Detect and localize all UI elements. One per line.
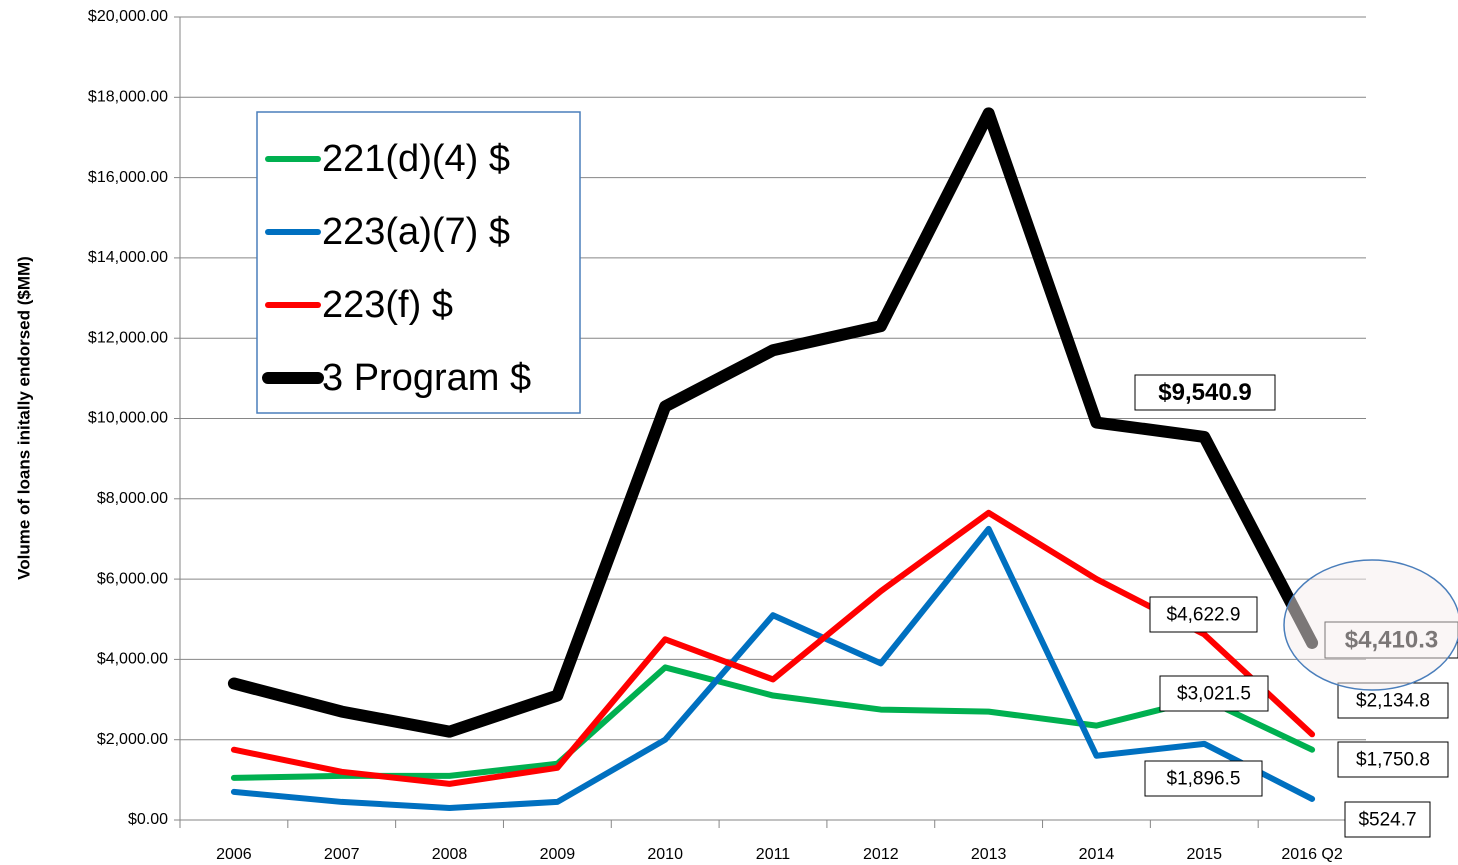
- y-tick-label: $12,000.00: [88, 329, 168, 346]
- data-label: $3,021.5: [1177, 684, 1251, 705]
- data-label-box: [1144, 760, 1263, 797]
- x-tick-label: 2014: [1079, 846, 1115, 863]
- y-tick-label: $6,000.00: [97, 570, 168, 587]
- y-tick-label: $20,000.00: [88, 8, 168, 25]
- legend-label: 223(f) $: [322, 284, 453, 326]
- x-tick-label: 2009: [540, 846, 576, 863]
- x-tick-label: 2013: [971, 846, 1007, 863]
- legend-box: [256, 111, 581, 414]
- x-tick-label: 2016 Q2: [1281, 846, 1342, 863]
- data-label: $4,622.9: [1167, 605, 1241, 626]
- legend-label: 221(d)(4) $: [322, 138, 510, 180]
- y-tick-label: $4,000.00: [97, 651, 168, 668]
- series-line: [230, 525, 1316, 811]
- x-tick-label: 2010: [647, 846, 683, 863]
- data-label-box: [1337, 741, 1449, 778]
- x-tick-label: 2011: [756, 846, 791, 863]
- data-label-box: [1159, 675, 1269, 712]
- series-line: [230, 664, 1316, 781]
- x-tick-label: 2007: [324, 846, 360, 863]
- data-label-box: [1149, 596, 1258, 633]
- legend-label: 3 Program $: [322, 357, 531, 399]
- y-tick-label: $10,000.00: [88, 410, 168, 427]
- legend-label: 223(a)(7) $: [322, 211, 510, 253]
- x-tick-label: 2008: [432, 846, 468, 863]
- data-label-box: [1344, 801, 1431, 838]
- y-tick-label: $0.00: [128, 811, 168, 828]
- data-label: $1,750.8: [1356, 750, 1430, 771]
- highlight-ellipse: [1283, 559, 1458, 691]
- data-label: $1,896.5: [1167, 769, 1241, 790]
- data-label-box: [1134, 374, 1276, 411]
- x-tick-label: 2015: [1186, 846, 1222, 863]
- y-tick-label: $18,000.00: [88, 89, 168, 106]
- y-tick-label: $8,000.00: [97, 490, 168, 507]
- x-tick-label: 2012: [863, 846, 899, 863]
- x-tick-label: 2006: [216, 846, 252, 863]
- series-line: [230, 509, 1316, 787]
- y-tick-label: $2,000.00: [97, 731, 168, 748]
- y-tick-label: $16,000.00: [88, 169, 168, 186]
- y-tick-label: $14,000.00: [88, 249, 168, 266]
- data-label: $2,134.8: [1356, 691, 1430, 712]
- data-label: $9,540.9: [1158, 379, 1251, 406]
- y-axis-label: Volume of loans initally endorsed ($MM): [14, 256, 33, 580]
- data-label: $524.7: [1358, 810, 1416, 831]
- series-line: [227, 107, 1319, 738]
